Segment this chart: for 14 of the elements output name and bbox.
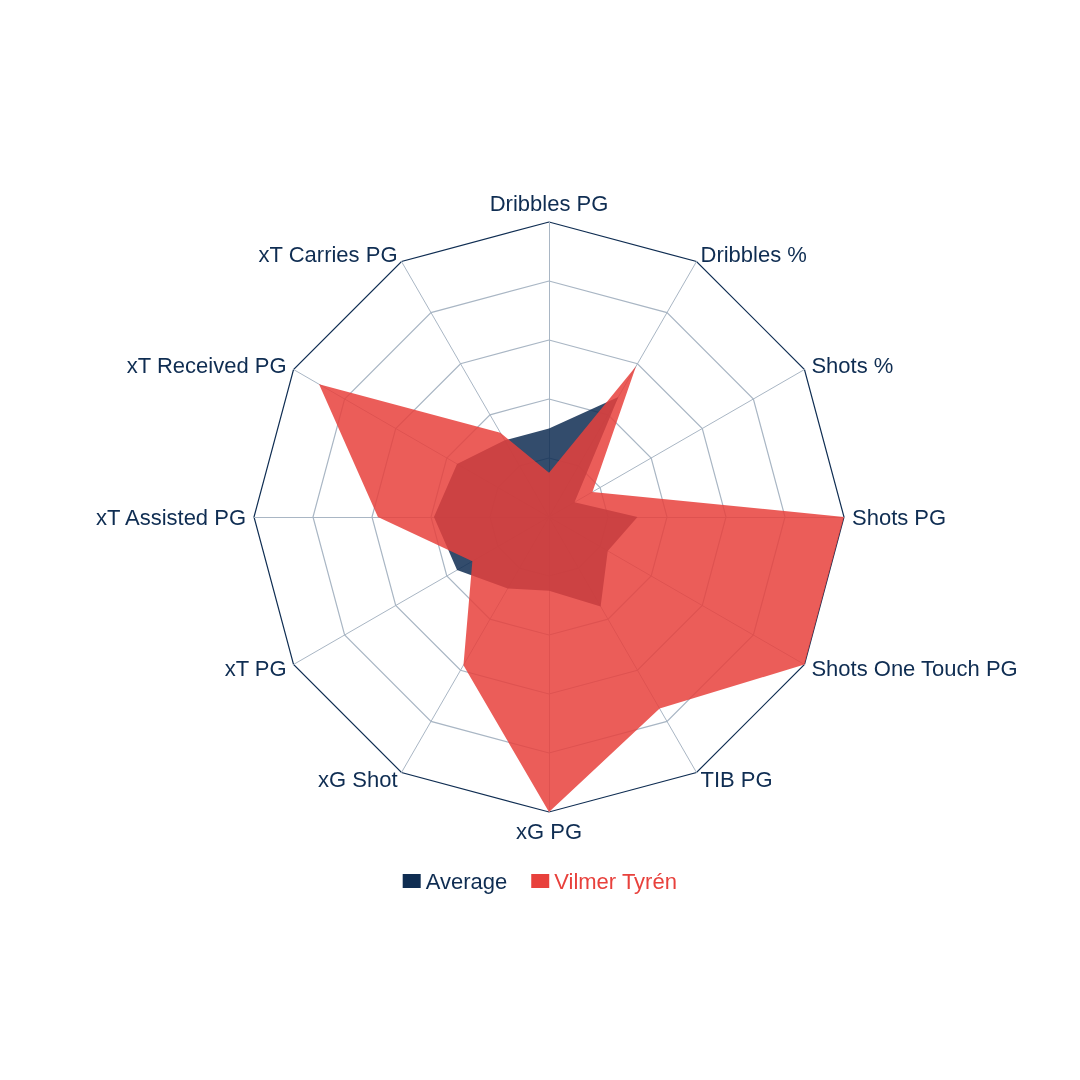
spoke-label: Dribbles %: [700, 242, 807, 268]
spoke-label: xT PG: [224, 656, 287, 681]
legend-label: Vilmer Tyrén: [554, 868, 677, 894]
spoke-label: xT Received PG: [126, 353, 287, 378]
spoke-label: xG PG: [515, 818, 583, 844]
spoke-label: xG Shot: [318, 766, 398, 792]
spoke-label: xT Assisted PG: [96, 504, 246, 530]
spoke-label: Shots %: [811, 353, 894, 378]
spoke-label: Dribbles PG: [489, 190, 609, 216]
spoke-label: xT Carries PG: [258, 242, 398, 268]
spoke-label: TIB PG: [700, 766, 773, 792]
legend-label: Average: [425, 868, 508, 894]
spoke-label: Shots One Touch PG: [811, 656, 1018, 681]
spoke-label: Shots PG: [852, 504, 947, 530]
